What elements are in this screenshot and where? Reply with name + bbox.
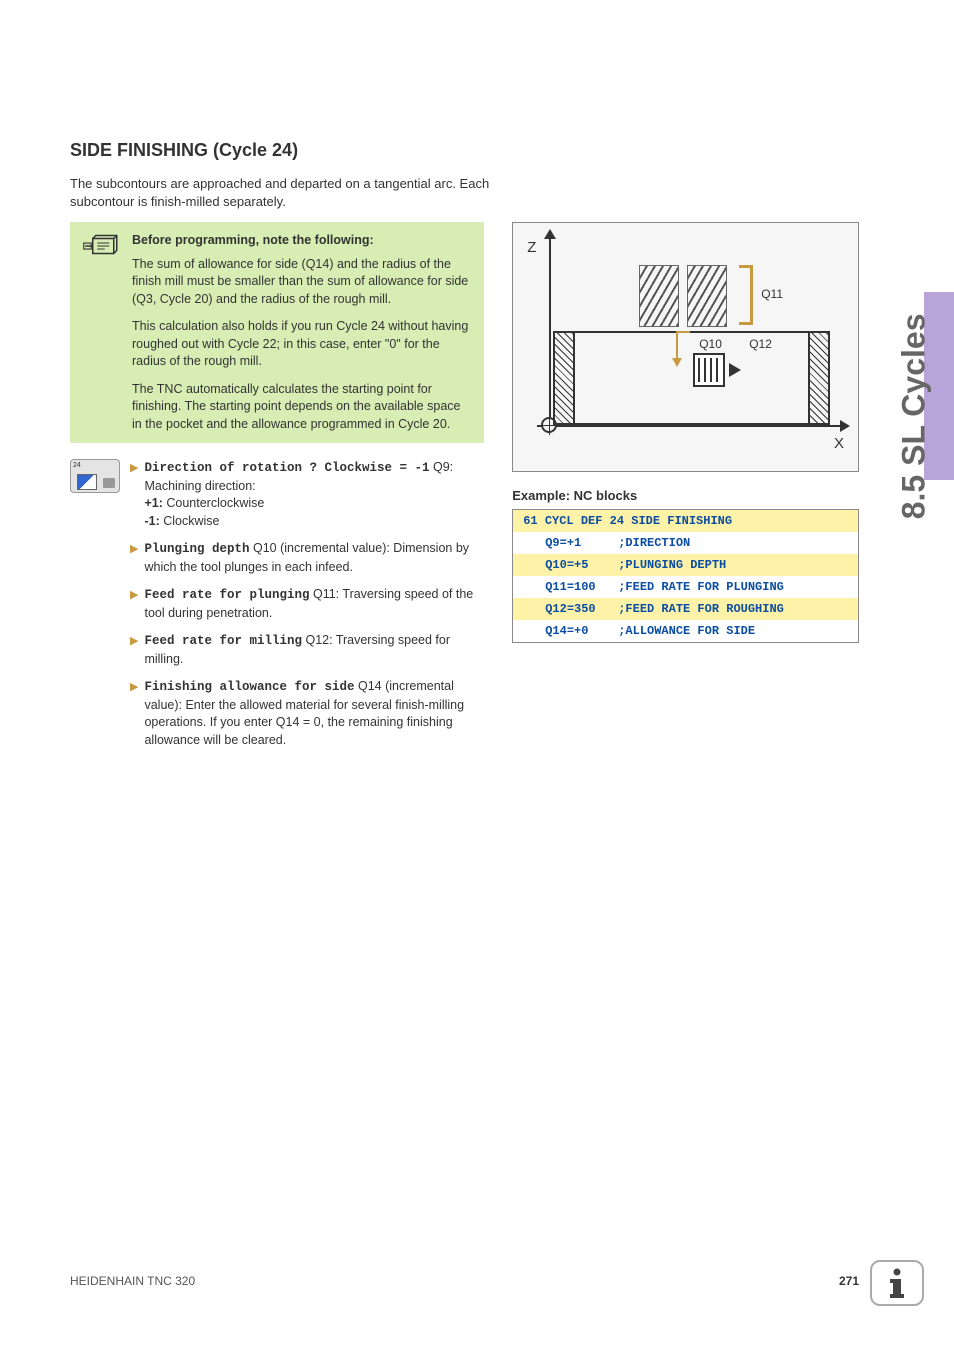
note-p3: The TNC automatically calculates the sta…	[132, 381, 472, 434]
nc-row: Q10=+5;PLUNGING DEPTH	[513, 554, 858, 576]
nc-code: 61 CYCL DEF 24 SIDE FINISHING	[523, 514, 848, 528]
page-number: 271	[839, 1274, 859, 1288]
nc-code: Q12=350	[523, 602, 618, 616]
bullet-marker-icon: ▶	[130, 459, 138, 530]
hand-note-icon	[82, 232, 122, 433]
info-icon[interactable]	[870, 1260, 924, 1306]
nc-row: Q12=350;FEED RATE FOR ROUGHING	[513, 598, 858, 620]
param-item: ▶Plunging depth Q10 (incremental value):…	[130, 540, 484, 576]
nc-code: Q10=+5	[523, 558, 618, 572]
nc-row: Q11=100;FEED RATE FOR PLUNGING	[513, 576, 858, 598]
z-axis-label: Z	[527, 239, 536, 256]
param-label: Feed rate for milling	[144, 634, 302, 648]
param-item: ▶Feed rate for milling Q12: Traversing s…	[130, 632, 484, 668]
param-list: ▶Direction of rotation ? Clockwise = -1 …	[130, 459, 484, 759]
param-label: Direction of rotation ? Clockwise = -1	[144, 461, 429, 475]
note-p1: The sum of allowance for side (Q14) and …	[132, 256, 472, 309]
nc-block-table: 61 CYCL DEF 24 SIDE FINISHING Q9=+1;DIREC…	[512, 509, 859, 643]
page-heading: SIDE FINISHING (Cycle 24)	[70, 140, 859, 161]
param-label: Feed rate for plunging	[144, 588, 309, 602]
param-label: Finishing allowance for side	[144, 680, 354, 694]
nc-comment: ;FEED RATE FOR PLUNGING	[618, 580, 784, 594]
plunging-diagram: Z X Q11 Q10 Q12	[512, 222, 859, 472]
bullet-marker-icon: ▶	[130, 632, 138, 668]
note-heading: Before programming, note the following:	[132, 232, 472, 250]
softkey-cycle24-icon: 24	[70, 459, 120, 493]
q11-label: Q11	[761, 287, 783, 301]
param-subline: +1: Counterclockwise	[144, 495, 484, 513]
bullet-marker-icon: ▶	[130, 678, 138, 749]
note-box: Before programming, note the following: …	[70, 222, 484, 443]
x-axis-label: X	[834, 435, 844, 452]
footer-product: HEIDENHAIN TNC 320	[70, 1274, 195, 1288]
nc-comment: ;DIRECTION	[618, 536, 690, 550]
param-item: ▶Direction of rotation ? Clockwise = -1 …	[130, 459, 484, 530]
bullet-marker-icon: ▶	[130, 540, 138, 576]
param-item: ▶Feed rate for plunging Q11: Traversing …	[130, 586, 484, 622]
nc-code: Q11=100	[523, 580, 618, 594]
nc-row: Q14=+0;ALLOWANCE FOR SIDE	[513, 620, 858, 642]
q10-label: Q10	[699, 337, 722, 351]
nc-row: Q9=+1;DIRECTION	[513, 532, 858, 554]
param-item: ▶Finishing allowance for side Q14 (incre…	[130, 678, 484, 749]
nc-comment: ;FEED RATE FOR ROUGHING	[618, 602, 784, 616]
param-subline: -1: Clockwise	[144, 513, 484, 531]
example-heading: Example: NC blocks	[512, 488, 859, 503]
nc-code: Q9=+1	[523, 536, 618, 550]
nc-row: 61 CYCL DEF 24 SIDE FINISHING	[513, 510, 858, 532]
note-p2: This calculation also holds if you run C…	[132, 318, 472, 371]
nc-comment: ;ALLOWANCE FOR SIDE	[618, 624, 755, 638]
nc-code: Q14=+0	[523, 624, 618, 638]
bullet-marker-icon: ▶	[130, 586, 138, 622]
intro-text: The subcontours are approached and depar…	[70, 175, 500, 210]
nc-comment: ;PLUNGING DEPTH	[618, 558, 726, 572]
param-label: Plunging depth	[144, 542, 249, 556]
q12-label: Q12	[749, 337, 772, 351]
